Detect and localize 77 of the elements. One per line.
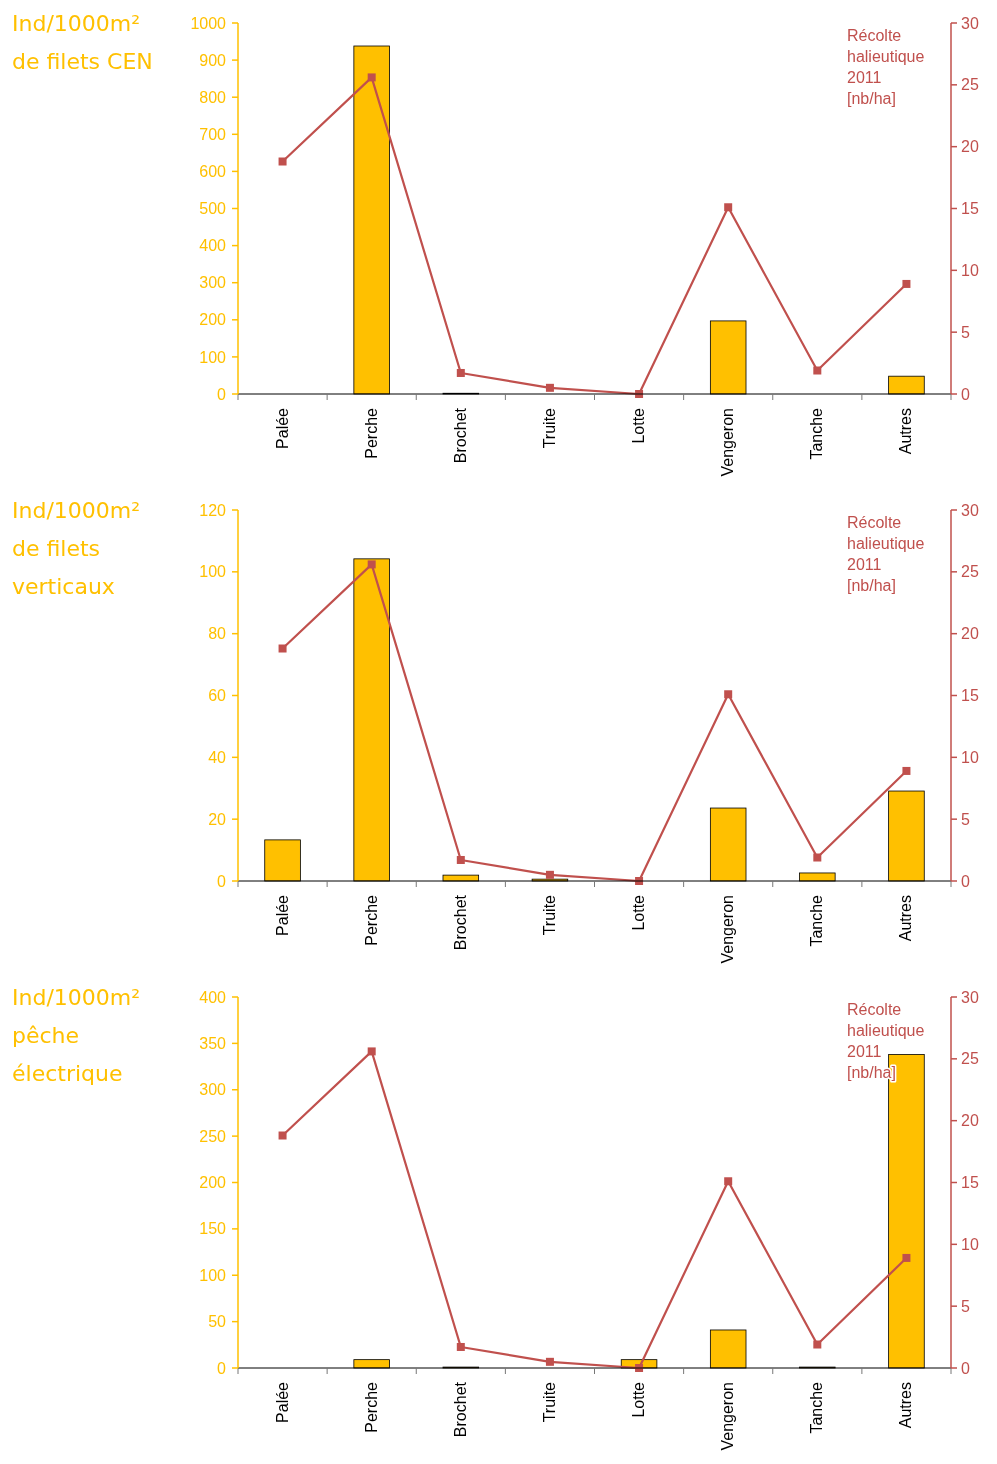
y-tick-label: 60 — [208, 687, 227, 705]
y2-tick-label: 0 — [961, 872, 970, 890]
y2-tick-label: 20 — [961, 1112, 979, 1130]
y2-tick-label: 30 — [961, 14, 979, 32]
x-tick-label: Autres — [897, 408, 915, 455]
x-tick-label: Autres — [897, 1382, 915, 1429]
x-tick-label: Palée — [273, 894, 291, 936]
x-tick-label: Truite — [540, 894, 558, 936]
y2-tick-label: 10 — [961, 1235, 979, 1253]
y-tick-label: 300 — [199, 274, 227, 292]
y-tick-label: 0 — [217, 872, 227, 890]
y-tick-label: 100 — [199, 348, 227, 366]
y-tick-label: 0 — [217, 385, 227, 403]
y-tick-label: 500 — [199, 200, 227, 218]
x-tick-label: Truite — [540, 407, 558, 449]
y2-tick-label: 10 — [961, 261, 979, 279]
x-tick-label: Tanche — [808, 407, 826, 460]
y-tick-label: 400 — [199, 988, 227, 1006]
x-tick-label: Palée — [273, 1381, 291, 1423]
y-tick-label: 700 — [199, 125, 227, 143]
y2-tick-label: 20 — [961, 625, 979, 643]
y2-tick-label: 5 — [961, 323, 970, 341]
y2-tick-label: 15 — [961, 200, 979, 218]
x-tick-label: Vengeron — [719, 408, 737, 477]
x-tick-label: Perche — [362, 1381, 380, 1433]
y-axis-title: Ind/1000m² de filets CEN — [12, 11, 153, 74]
y-tick-label: 80 — [208, 625, 227, 643]
y2-tick-label: 30 — [961, 988, 979, 1006]
y-tick-label: 50 — [208, 1313, 227, 1331]
y2-tick-label: 5 — [961, 1297, 970, 1315]
x-tick-label: Lotte — [630, 1381, 648, 1418]
y-tick-label: 120 — [199, 501, 227, 519]
x-tick-label: Truite — [540, 1381, 558, 1423]
y2-axis-title: Récolte halieutique 2011 [nb/ha] — [847, 27, 925, 107]
y2-tick-label: 25 — [961, 76, 979, 94]
y-tick-label: 40 — [208, 748, 227, 766]
y2-tick-label: 10 — [961, 748, 979, 766]
x-tick-label: Brochet — [451, 1381, 469, 1438]
y-tick-label: 150 — [199, 1220, 227, 1238]
y2-tick-label: 15 — [961, 1174, 979, 1192]
y-axis-title: Ind/1000m² de filets verticaux — [12, 498, 141, 599]
y-tick-label: 200 — [199, 1174, 227, 1192]
y-tick-label: 400 — [199, 237, 227, 255]
x-tick-label: Tanche — [808, 894, 826, 947]
y2-tick-label: 5 — [961, 810, 970, 828]
x-tick-label: Autres — [897, 895, 915, 942]
y2-tick-label: 15 — [961, 687, 979, 705]
x-tick-label: Perche — [362, 894, 380, 946]
y-tick-label: 20 — [208, 810, 227, 828]
x-tick-label: Lotte — [630, 407, 648, 444]
y-tick-label: 900 — [199, 51, 227, 69]
y-tick-label: 100 — [199, 1266, 227, 1284]
y2-tick-label: 25 — [961, 1050, 979, 1068]
y-tick-label: 200 — [199, 311, 227, 329]
y2-tick-label: 20 — [961, 138, 979, 156]
y-tick-label: 1000 — [190, 14, 227, 32]
y2-tick-label: 30 — [961, 501, 979, 519]
y2-axis-title: Récolte halieutique 2011 [nb/ha] — [847, 514, 925, 594]
y-tick-label: 300 — [199, 1081, 227, 1099]
y-tick-label: 100 — [199, 563, 227, 581]
x-tick-label: Palée — [273, 407, 291, 449]
y-axis-title: Ind/1000m² pêche électrique — [12, 985, 141, 1086]
x-tick-label: Lotte — [630, 894, 648, 931]
y2-tick-label: 25 — [961, 563, 979, 581]
y2-tick-label: 0 — [961, 1359, 970, 1377]
x-tick-label: Brochet — [451, 407, 469, 464]
y-tick-label: 350 — [199, 1034, 227, 1052]
x-tick-label: Tanche — [808, 1381, 826, 1434]
y2-tick-label: 0 — [961, 385, 970, 403]
x-tick-label: Brochet — [451, 894, 469, 951]
x-tick-label: Vengeron — [719, 895, 737, 964]
x-tick-label: Vengeron — [719, 1382, 737, 1451]
y-tick-label: 0 — [217, 1359, 227, 1377]
y-tick-label: 800 — [199, 88, 227, 106]
y-tick-label: 250 — [199, 1127, 227, 1145]
x-tick-label: Perche — [362, 407, 380, 459]
y-tick-label: 600 — [199, 163, 227, 180]
